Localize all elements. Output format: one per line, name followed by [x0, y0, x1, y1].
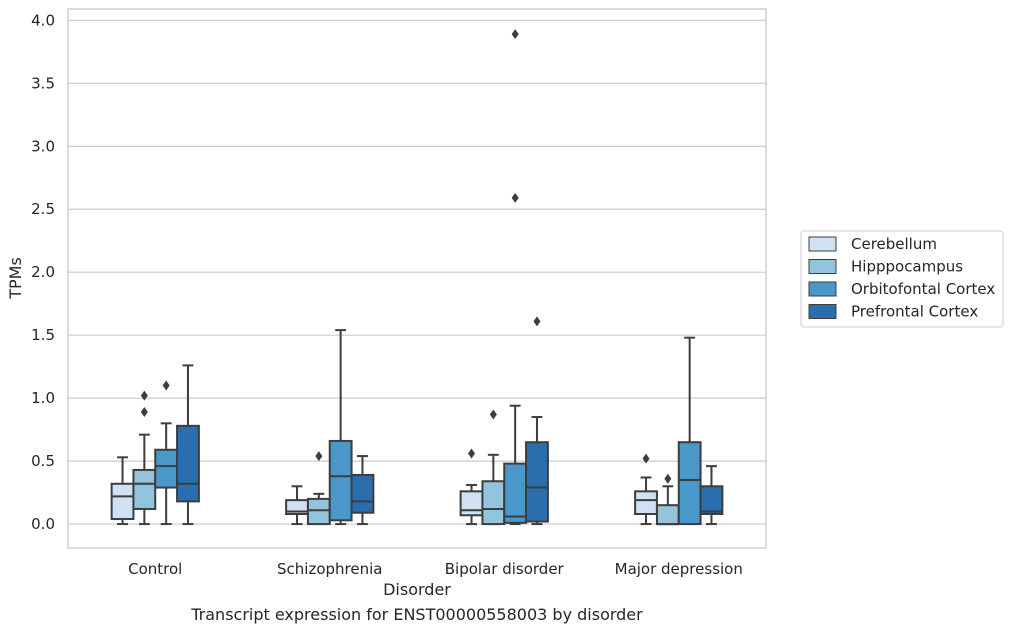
box — [154, 448, 179, 489]
chart-caption: Transcript expression for ENST0000055800… — [191, 605, 643, 624]
x-axis-ticks: Control Schizophrenia Bipolar disorder Majo… — [128, 560, 743, 578]
legend-swatch — [808, 304, 837, 319]
x-tick-label: Major depression — [615, 560, 743, 578]
outlier-point — [162, 380, 170, 391]
box — [525, 441, 549, 523]
y-tick-label: 0.5 — [31, 452, 55, 470]
outlier-point — [489, 409, 497, 420]
outlier-point — [315, 451, 323, 462]
box — [459, 490, 484, 517]
box — [655, 504, 680, 526]
box — [677, 441, 702, 526]
box — [350, 473, 375, 514]
legend-entry: Prefrontal Cortex — [851, 303, 978, 321]
legend-entry: Orbitofontal Cortex — [851, 280, 995, 298]
x-tick-label: Control — [128, 560, 182, 578]
legend-swatch — [808, 281, 837, 297]
y-tick-label: 0.0 — [31, 515, 55, 533]
legend: Cerebellum Hipppocampus Orbitofontal Corte… — [800, 230, 1004, 328]
box — [132, 468, 157, 510]
legend-swatch — [808, 259, 837, 274]
legend-swatch — [808, 236, 837, 252]
y-axis-ticks: 0.0 0.5 1.0 1.5 2.0 2.5 3.0 3.5 4.0 — [31, 11, 55, 533]
plot-frame — [67, 8, 767, 549]
box-plot-area — [110, 29, 724, 526]
box — [176, 424, 200, 503]
y-tick-label: 2.0 — [31, 263, 55, 281]
outlier-point — [511, 29, 519, 40]
box — [481, 480, 506, 526]
outlier-point — [140, 406, 148, 417]
box — [110, 482, 135, 521]
x-axis-label: Disorder — [383, 580, 451, 599]
box — [699, 485, 724, 515]
outlier-point — [140, 390, 148, 401]
y-tick-label: 1.0 — [31, 389, 55, 407]
outlier-point — [664, 473, 672, 484]
y-tick-label: 1.5 — [31, 326, 55, 344]
y-tick-label: 2.5 — [31, 200, 55, 218]
outlier-point — [468, 448, 476, 459]
box — [503, 462, 528, 524]
legend-entry: Cerebellum — [851, 235, 937, 253]
box — [328, 439, 353, 522]
box — [634, 490, 658, 515]
legend-entry: Hipppocampus — [851, 258, 963, 276]
outlier-point — [642, 453, 650, 464]
legend-frame — [800, 230, 1004, 328]
y-tick-label: 4.0 — [31, 11, 55, 29]
y-axis-label: TPMs — [6, 257, 25, 300]
outlier-point — [511, 192, 519, 203]
x-tick-label: Bipolar disorder — [445, 560, 565, 578]
y-tick-label: 3.5 — [31, 74, 55, 92]
x-tick-label: Schizophrenia — [277, 560, 382, 578]
y-tick-label: 3.0 — [31, 137, 55, 155]
grid-lines — [68, 19, 766, 525]
box — [306, 497, 331, 526]
outlier-point — [533, 316, 541, 327]
